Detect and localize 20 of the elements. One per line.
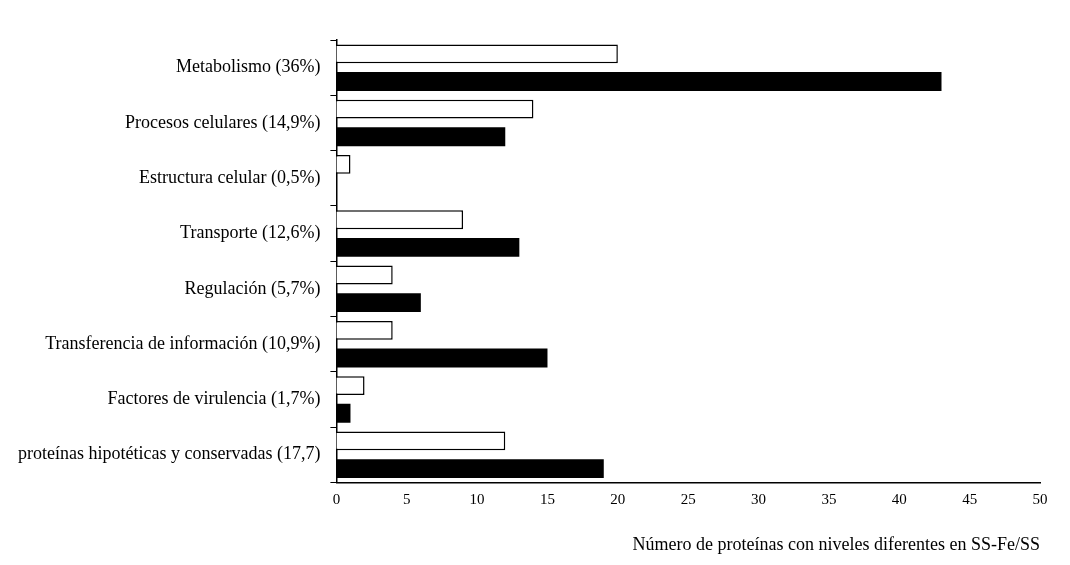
- x-axis-title: Número de proteínas con niveles diferentes en SS-Fe/SS: [632, 533, 1040, 554]
- y-tick-label: Transferencia de información (10,9%): [45, 332, 321, 354]
- x-tick-label: 35: [821, 491, 837, 508]
- x-tick-label: 30: [751, 491, 767, 508]
- y-tick-label: Regulación (5,7%): [184, 277, 321, 299]
- y-tick-label: Metabolismo (36%): [175, 56, 321, 78]
- y-tick-label: Transporte (12,6%): [180, 222, 321, 244]
- x-tick-label: 10: [469, 491, 485, 508]
- x-tick-label: 15: [539, 491, 555, 508]
- x-tick-label: 25: [680, 491, 696, 508]
- x-tick-label: 20: [610, 491, 626, 508]
- x-tick-label: 40: [891, 491, 907, 508]
- x-tick-label: 45: [962, 491, 978, 508]
- y-tick-label: Factores de virulencia (1,7%): [107, 388, 321, 410]
- x-tick-label: 50: [1032, 491, 1048, 508]
- y-tick-label: Procesos celulares (14,9%): [124, 111, 321, 133]
- y-tick-label: Estructura celular (0,5%): [138, 166, 321, 188]
- x-tick-label: 0: [332, 491, 341, 508]
- y-tick-label: proteínas hipotéticas y conservadas (17,7): [18, 443, 321, 465]
- x-tick-label: 5: [403, 491, 411, 508]
